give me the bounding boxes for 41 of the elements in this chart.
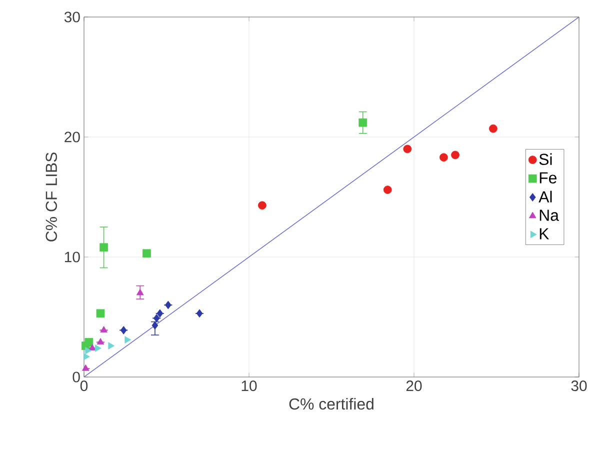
- point: [440, 153, 448, 162]
- point: [82, 364, 90, 371]
- point: [156, 309, 164, 318]
- point: [489, 124, 498, 133]
- point: [153, 314, 160, 322]
- point: [120, 326, 127, 334]
- x-tick-label: 0: [80, 380, 88, 392]
- x-tick-label: 20: [406, 380, 422, 392]
- y-axis-title: C% CF LIBS: [46, 152, 58, 242]
- legend-label: Al: [538, 190, 552, 202]
- x-tick-label: 10: [242, 380, 257, 392]
- point: [96, 338, 104, 344]
- point: [164, 300, 172, 310]
- point: [108, 342, 115, 350]
- point: [95, 344, 102, 352]
- point: [124, 336, 132, 344]
- legend-label: Si: [539, 153, 552, 166]
- legend-label: K: [540, 228, 550, 240]
- point: [88, 344, 96, 350]
- point: [358, 118, 368, 127]
- point: [152, 321, 158, 330]
- point: [196, 309, 203, 318]
- point: [403, 144, 412, 154]
- point: [136, 288, 144, 296]
- x-axis-title: C% certified: [289, 398, 374, 410]
- y-tick-label: 30: [64, 12, 80, 22]
- point: [258, 201, 266, 210]
- point: [383, 186, 392, 194]
- point: [100, 326, 108, 332]
- point: [85, 346, 92, 354]
- point: [83, 352, 90, 360]
- point: [142, 249, 151, 258]
- y-tick-label: 0: [72, 372, 80, 382]
- legend-label: Na: [540, 210, 559, 221]
- point: [451, 150, 460, 160]
- point: [100, 243, 108, 252]
- legend-label: Fe: [540, 172, 556, 184]
- y-tick-label: 10: [65, 252, 80, 262]
- y-tick-label: 20: [64, 132, 80, 142]
- point: [96, 309, 105, 318]
- x-tick-label: 30: [571, 380, 587, 392]
